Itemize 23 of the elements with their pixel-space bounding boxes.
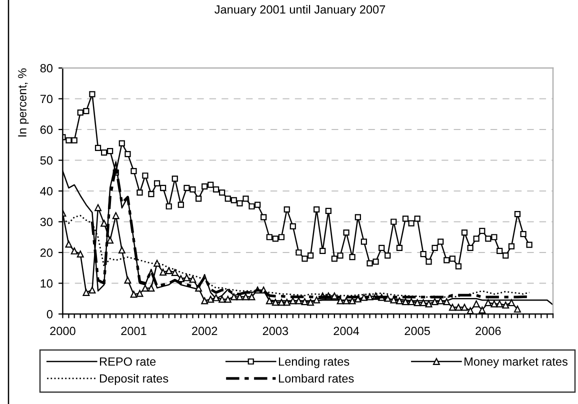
x-tick-label: 2003 [262, 326, 288, 336]
x-tick-label: 2004 [334, 326, 360, 336]
legend-label: REPO rate [100, 357, 156, 366]
y-tick-label: 0 [46, 310, 53, 318]
y-tick-label: 50 [40, 156, 53, 165]
y-axis-title: In percent, % [18, 68, 29, 136]
x-tick-label: 2000 [50, 326, 76, 336]
legend-label: Deposit rates [100, 374, 168, 385]
y-tick-label: 60 [40, 126, 53, 134]
chart-title: January 2001 until January 2007 [214, 5, 386, 16]
x-tick-label: 2006 [476, 326, 501, 336]
y-tick-label: 20 [40, 248, 53, 257]
y-tick-label: 40 [40, 187, 53, 196]
x-tick-label: 2002 [192, 326, 218, 336]
x-tick-label: 2005 [404, 326, 430, 336]
legend-label: Lending rates [279, 357, 350, 368]
y-tick-label: 80 [40, 64, 53, 72]
legend-label: Money market rates [464, 357, 568, 368]
y-tick-label: 10 [40, 279, 53, 288]
x-tick-label: 2001 [121, 326, 146, 336]
y-tick-label: 70 [40, 94, 53, 104]
legend-label: Lombard rates [279, 374, 354, 383]
y-tick-label: 30 [40, 218, 53, 226]
